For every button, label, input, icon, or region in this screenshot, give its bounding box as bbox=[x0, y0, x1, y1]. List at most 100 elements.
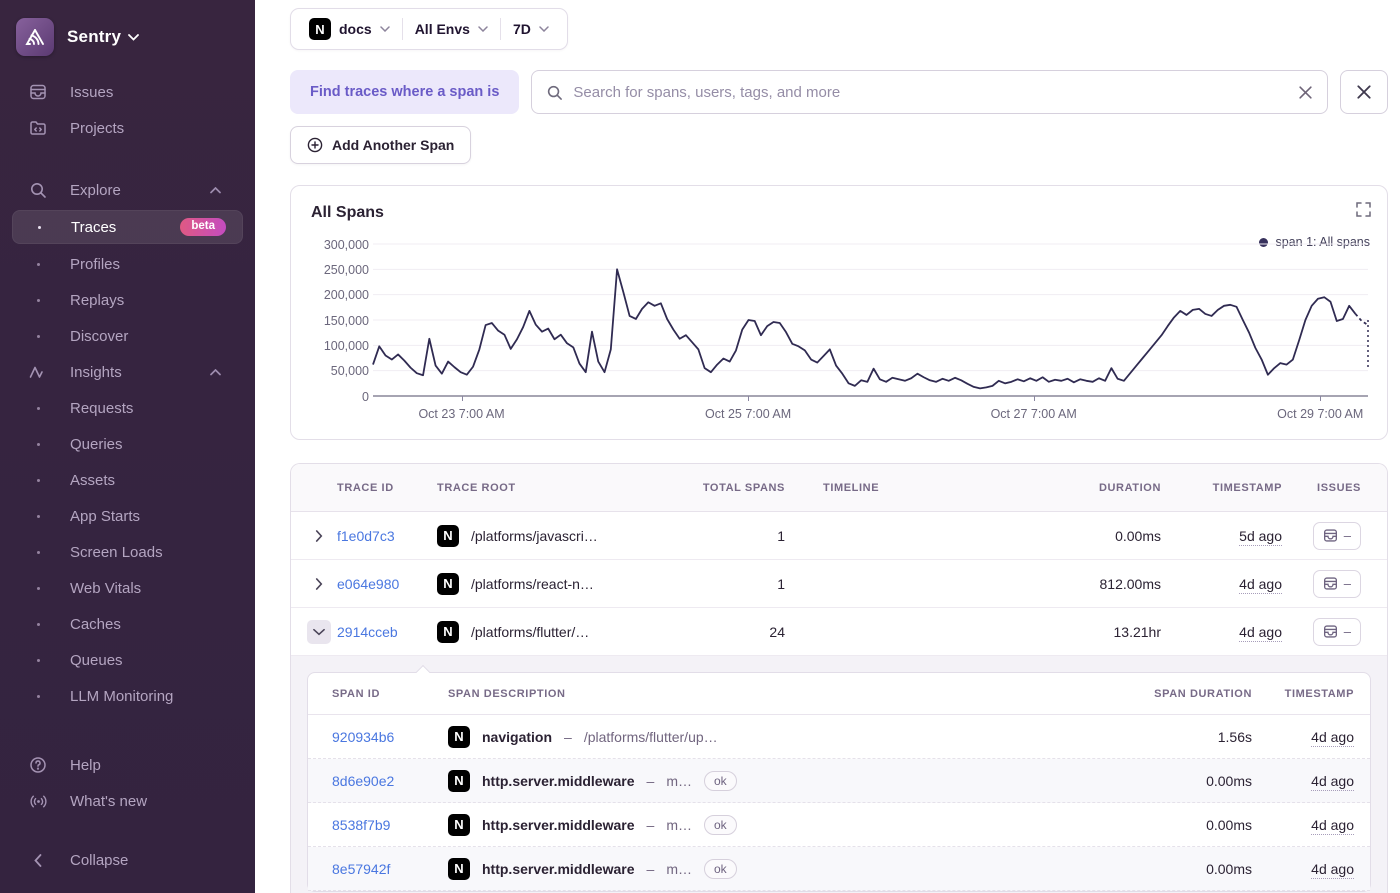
col-span-timestamp: TIMESTAMP bbox=[1284, 687, 1354, 700]
trace-id-link[interactable]: e064e980 bbox=[337, 575, 400, 592]
org-switcher[interactable]: Sentry bbox=[0, 14, 255, 74]
trace-id-link[interactable]: f1e0d7c3 bbox=[337, 527, 395, 544]
sidebar-item-traces[interactable]: Traces beta bbox=[12, 210, 243, 244]
span-op: navigation bbox=[482, 728, 553, 745]
sidebar-item-requests[interactable]: Requests bbox=[0, 390, 255, 426]
x-axis-label: Oct 23 7:00 AM bbox=[418, 407, 505, 421]
col-span-id: SPAN ID bbox=[332, 687, 381, 700]
sidebar-item-screen-loads[interactable]: Screen Loads bbox=[0, 534, 255, 570]
spans-line-chart bbox=[373, 244, 1368, 396]
x-axis-label: Oct 25 7:00 AM bbox=[705, 407, 792, 421]
status-badge: ok bbox=[703, 858, 737, 879]
expand-trace-button[interactable] bbox=[307, 572, 331, 596]
nextjs-icon: N bbox=[448, 769, 470, 792]
date-range-value: 7D bbox=[512, 21, 531, 37]
nextjs-icon: N bbox=[448, 857, 470, 880]
span-duration: 0.00ms bbox=[1206, 860, 1252, 877]
sidebar-item-caches[interactable]: Caches bbox=[0, 606, 255, 642]
bullet-icon bbox=[28, 298, 48, 302]
legend-item[interactable]: span 1: All spans bbox=[1259, 235, 1370, 249]
span-id-link[interactable]: 8e57942f bbox=[332, 860, 391, 877]
sidebar-item-whats-new[interactable]: What's new bbox=[0, 783, 255, 819]
traces-table-header: TRACE ID TRACE ROOT TOTAL SPANS TIMELINE… bbox=[291, 464, 1387, 512]
divider bbox=[499, 18, 501, 40]
projects-icon bbox=[28, 119, 48, 137]
span-id-link[interactable]: 920934b6 bbox=[332, 728, 395, 745]
sidebar-item-queues[interactable]: Queues bbox=[0, 642, 255, 678]
add-another-span-button[interactable]: Add Another Span bbox=[290, 126, 472, 164]
nextjs-icon: N bbox=[437, 620, 459, 643]
bullet-icon bbox=[28, 694, 48, 698]
sidebar-item-help[interactable]: Help bbox=[0, 747, 255, 783]
line-chart-plot[interactable] bbox=[373, 244, 1368, 396]
trace-row: f1e0d7c3 N/platforms/javascri… 1 0.00ms … bbox=[291, 512, 1387, 560]
insights-icon bbox=[28, 365, 48, 379]
collapse-button[interactable]: Collapse bbox=[0, 842, 255, 878]
search-icon bbox=[28, 181, 48, 199]
environment-selector[interactable]: All Envs bbox=[403, 9, 500, 49]
sidebar-item-label: App Starts bbox=[70, 507, 141, 525]
date-range-selector[interactable]: 7D bbox=[501, 9, 561, 49]
issues-button[interactable]: – bbox=[1312, 521, 1361, 550]
issues-button[interactable]: – bbox=[1312, 569, 1361, 598]
sidebar-item-profiles[interactable]: Profiles bbox=[0, 246, 255, 282]
span-duration: 1.56s bbox=[1217, 728, 1252, 745]
sidebar-item-label: Assets bbox=[70, 471, 116, 489]
col-span-duration: SPAN DURATION bbox=[1154, 687, 1252, 700]
chevron-down-icon bbox=[313, 628, 325, 635]
x-axis-tick bbox=[1033, 396, 1035, 401]
x-axis-tick bbox=[748, 396, 750, 401]
sidebar-item-label: Queries bbox=[70, 435, 123, 453]
bullet-icon bbox=[28, 442, 48, 446]
sidebar-item-app-starts[interactable]: App Starts bbox=[0, 498, 255, 534]
chevron-right-icon bbox=[315, 577, 323, 590]
span-search-input[interactable] bbox=[573, 83, 1288, 101]
issues-button[interactable]: – bbox=[1312, 617, 1361, 646]
bullet-icon bbox=[28, 514, 48, 518]
status-badge: ok bbox=[703, 814, 737, 835]
expanded-trace-area: SPAN ID SPAN DESCRIPTION SPAN DURATION T… bbox=[291, 656, 1387, 893]
collapse-trace-button[interactable] bbox=[307, 619, 331, 644]
trace-root: /platforms/react-n… bbox=[471, 575, 594, 592]
trace-root: /platforms/javascri… bbox=[471, 527, 598, 544]
trace-row: e064e980 N/platforms/react-n… 1 812.00ms… bbox=[291, 560, 1387, 608]
sidebar-item-queries[interactable]: Queries bbox=[0, 426, 255, 462]
divider bbox=[401, 18, 403, 40]
expand-trace-button[interactable] bbox=[307, 524, 331, 548]
sidebar-item-llm-monitoring[interactable]: LLM Monitoring bbox=[0, 678, 255, 714]
span-search-box bbox=[531, 70, 1328, 114]
fullscreen-icon[interactable] bbox=[1356, 202, 1371, 217]
sidebar-item-label: Queues bbox=[70, 651, 123, 669]
beta-badge: beta bbox=[180, 218, 226, 236]
issues-icon bbox=[28, 83, 48, 101]
col-trace-root: TRACE ROOT bbox=[437, 481, 516, 494]
project-selector[interactable]: N docs bbox=[297, 9, 402, 49]
span-description: m… bbox=[666, 772, 692, 789]
status-badge: ok bbox=[703, 770, 737, 791]
sidebar-item-label: Requests bbox=[70, 399, 134, 417]
duration: 13.21hr bbox=[1113, 623, 1161, 640]
sidebar-item-label: Replays bbox=[70, 291, 125, 309]
sidebar-item-discover[interactable]: Discover bbox=[0, 318, 255, 354]
project-name: docs bbox=[339, 21, 372, 37]
span-id-link[interactable]: 8d6e90e2 bbox=[332, 772, 395, 789]
sidebar-item-issues[interactable]: Issues bbox=[0, 74, 255, 110]
bullet-icon bbox=[28, 550, 48, 554]
nextjs-icon: N bbox=[437, 572, 459, 595]
remove-span-filter-button[interactable] bbox=[1340, 70, 1388, 114]
clear-search-button[interactable] bbox=[1298, 85, 1313, 100]
sidebar-item-assets[interactable]: Assets bbox=[0, 462, 255, 498]
sidebar-section-insights[interactable]: Insights bbox=[0, 354, 255, 390]
span-id-link[interactable]: 8538f7b9 bbox=[332, 816, 391, 833]
total-spans: 1 bbox=[777, 527, 785, 544]
sidebar-item-web-vitals[interactable]: Web Vitals bbox=[0, 570, 255, 606]
sidebar-item-projects[interactable]: Projects bbox=[0, 110, 255, 146]
chevron-up-icon bbox=[210, 368, 221, 376]
span-op: http.server.middleware bbox=[482, 860, 635, 877]
issues-icon bbox=[1323, 625, 1337, 638]
add-span-row: Add Another Span bbox=[290, 126, 1388, 164]
sidebar-item-replays[interactable]: Replays bbox=[0, 282, 255, 318]
sidebar-section-explore[interactable]: Explore bbox=[0, 172, 255, 208]
sidebar-item-label: What's new bbox=[70, 792, 148, 810]
trace-id-link[interactable]: 2914cceb bbox=[337, 623, 398, 640]
